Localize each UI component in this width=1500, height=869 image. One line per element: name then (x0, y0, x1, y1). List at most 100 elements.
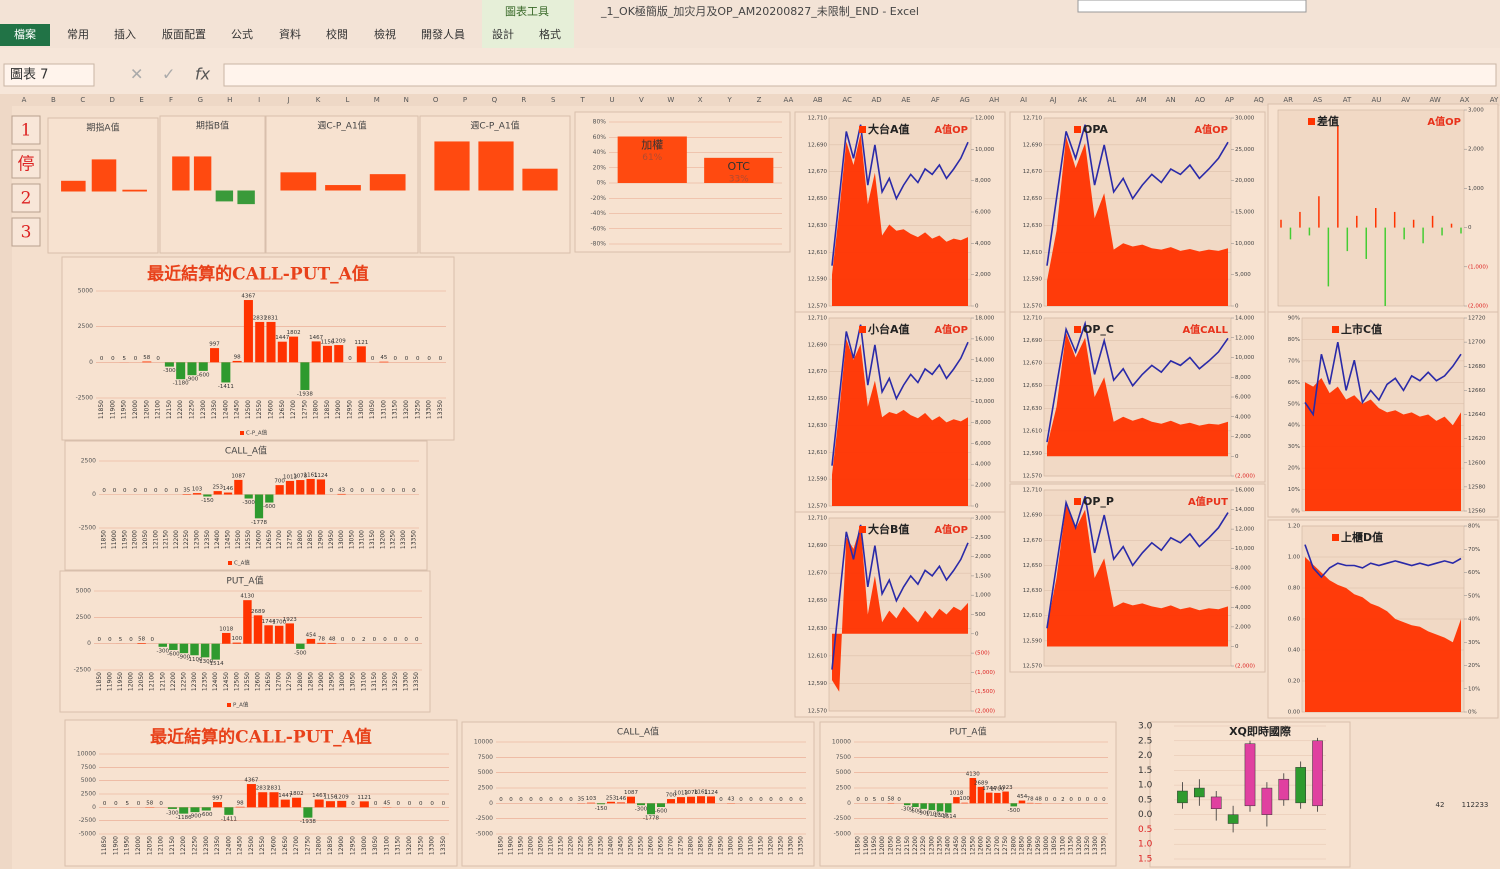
y-tick-label: -2500 (476, 815, 494, 822)
x-tick-label: 12100 (548, 836, 555, 855)
x-tick-label: 13000 (338, 530, 345, 549)
ribbon-tab[interactable]: 開發人員 (421, 27, 465, 41)
data-label: 0 (383, 637, 387, 643)
x-tick-label: 12850 (307, 530, 314, 549)
data-label: 0 (134, 356, 138, 362)
x-tick-label: 12150 (159, 672, 166, 691)
chart-title: XQ即時國際 (1229, 724, 1292, 738)
ribbon-tab[interactable]: 格式 (539, 27, 561, 41)
data-label: 0 (865, 797, 869, 803)
bar (434, 141, 470, 191)
x-tick-label: 12250 (188, 400, 195, 419)
bar (317, 642, 326, 644)
data-label: 4367 (244, 778, 258, 784)
sheet-button[interactable] (11, 183, 41, 213)
y-tick-label: 12,710 (808, 316, 828, 322)
data-label: 0 (341, 637, 345, 643)
y2-tick-label: 2,000 (1235, 624, 1251, 630)
y-tick-label: -20% (590, 195, 606, 202)
cancel-button[interactable]: ✕ (130, 65, 143, 84)
y2-tick-label: 40% (1468, 617, 1480, 623)
x-tick-label: 12900 (1027, 836, 1034, 855)
column-header: AB (813, 96, 823, 104)
bar (303, 807, 313, 818)
y-tick-label: 12,610 (808, 250, 828, 256)
y-tick-label: 12,590 (1023, 277, 1043, 283)
y-tick-label: -2500 (76, 395, 94, 402)
formula-button[interactable]: fx (195, 65, 211, 84)
x-tick-label: 11900 (111, 530, 118, 549)
column-header: B (51, 96, 56, 104)
data-label: -500 (1008, 808, 1021, 814)
column-header: T (579, 96, 585, 104)
data-label: 45 (383, 801, 390, 807)
data-label: 0 (396, 801, 400, 807)
x-tick-label: 13350 (798, 836, 805, 855)
bar (91, 159, 117, 192)
ribbon-tab[interactable]: 校閱 (326, 27, 348, 41)
ribbon-tab[interactable]: 插入 (114, 27, 136, 41)
sheet-button[interactable] (11, 217, 41, 247)
data-label: -300 (635, 807, 648, 813)
line (831, 124, 969, 266)
x-tick-label: 12300 (194, 530, 201, 549)
x-tick-label: 13300 (788, 836, 795, 855)
chart-title: CALL_A值 (225, 445, 267, 457)
sheet-button[interactable] (11, 149, 41, 179)
y2-tick-label: 8,000 (975, 420, 991, 426)
legend-label: C_A值 (234, 559, 250, 567)
data-label: 0 (415, 637, 419, 643)
y2-tick-label: 4,000 (975, 241, 991, 247)
candle-body (1278, 778, 1290, 801)
x-tick-label: 12000 (132, 530, 139, 549)
x-tick-label: 13100 (748, 836, 755, 855)
bar (627, 796, 635, 804)
line (831, 524, 969, 670)
ribbon-tab[interactable]: 設計 (492, 27, 514, 41)
y-tick-label: 12,690 (808, 142, 828, 148)
legend-label: OP_P (1083, 495, 1114, 508)
y-tick-label: -2500 (79, 817, 97, 824)
x-tick-label: 12450 (225, 530, 232, 549)
x-tick-label: 12800 (313, 400, 320, 419)
x-tick-label: 13050 (738, 836, 745, 855)
y-tick-label: 5000 (78, 288, 93, 295)
data-label: 61% (642, 153, 662, 163)
x-tick-label: 13300 (403, 672, 410, 691)
x-tick-label: 13050 (369, 400, 376, 419)
x-tick-label: 12950 (718, 836, 725, 855)
data-label: 58 (146, 801, 153, 807)
bar (266, 321, 276, 363)
y-tick-label: 20% (593, 164, 607, 171)
y2-tick-label: (1,000) (975, 670, 995, 676)
column-header: J (287, 96, 290, 104)
data-label: 0 (569, 797, 573, 803)
x-tick-label: 12800 (316, 836, 323, 855)
candle-body (1194, 787, 1205, 798)
name-box[interactable] (3, 63, 95, 87)
x-tick-label: 13150 (369, 530, 376, 549)
x-tick-label: 11950 (117, 672, 124, 691)
ribbon-tab[interactable]: 資料 (279, 27, 301, 41)
x-tick-label: 11850 (96, 672, 103, 691)
enter-button[interactable]: ✓ (162, 65, 175, 84)
y-tick-label: 40% (1288, 423, 1300, 429)
data-label: 58 (138, 637, 145, 643)
y-tick-label: 12,630 (808, 626, 828, 632)
ribbon-tab[interactable]: 版面配置 (162, 27, 206, 41)
bar (232, 360, 242, 363)
sheet-button[interactable] (11, 115, 41, 145)
ribbon-tab[interactable]: 公式 (231, 28, 253, 41)
x-tick-label: 12550 (244, 672, 251, 691)
y-tick-label: 12,570 (808, 304, 828, 310)
ribbon-tab[interactable]: 常用 (67, 28, 89, 41)
cell-value: 42 (1436, 801, 1445, 809)
ribbon-tab[interactable]: 檔案 (14, 27, 36, 41)
y-tick-label: 0 (89, 359, 93, 366)
x-tick-label: 12150 (169, 836, 176, 855)
formula-input[interactable] (223, 63, 1497, 87)
x-tick-label: 11900 (109, 400, 116, 419)
legend-swatch (1074, 126, 1081, 133)
column-header: G (198, 96, 203, 104)
ribbon-tab[interactable]: 檢視 (374, 27, 396, 41)
